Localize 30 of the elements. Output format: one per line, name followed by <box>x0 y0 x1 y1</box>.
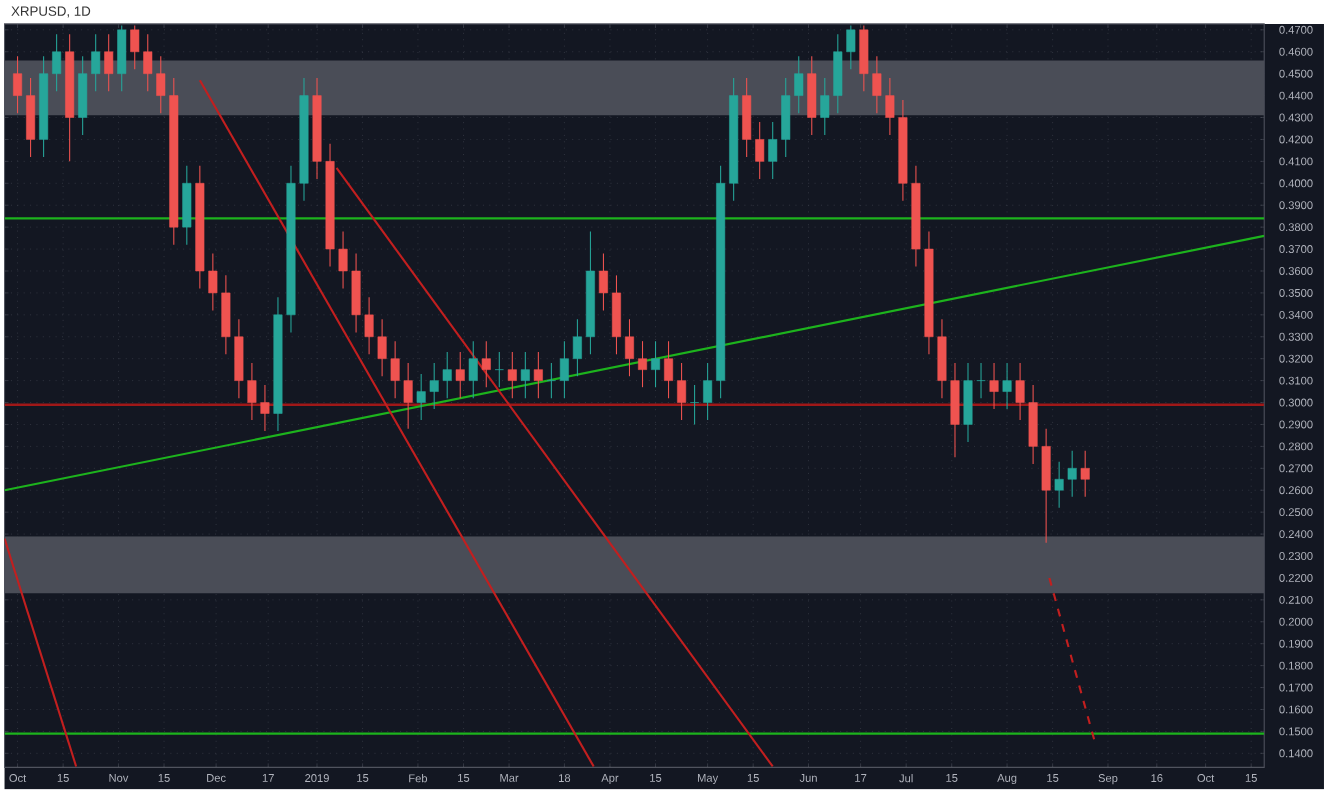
candlestick <box>690 384 700 426</box>
candlestick <box>546 362 556 400</box>
candlestick <box>651 341 661 389</box>
candlestick <box>182 165 192 246</box>
candlestick <box>963 362 973 443</box>
candlestick <box>520 351 530 400</box>
candlestick <box>507 351 517 400</box>
candlestick <box>624 319 634 378</box>
candlestick <box>117 25 127 93</box>
candlestick <box>455 351 465 400</box>
candlestick <box>703 362 713 421</box>
candlestick <box>664 341 674 400</box>
candlestick <box>468 341 478 400</box>
candlestick <box>572 319 582 378</box>
candlestick <box>104 34 114 93</box>
candlestick <box>533 351 543 400</box>
candlestick <box>638 341 648 389</box>
candlestick <box>481 341 491 389</box>
candlestick <box>677 362 687 421</box>
candlestick <box>13 55 23 115</box>
candlestick <box>494 351 504 389</box>
candlestick <box>598 253 608 312</box>
candlestick <box>1080 450 1090 498</box>
candlestick <box>26 77 36 158</box>
candlestick <box>52 34 62 93</box>
candlestick <box>611 275 621 356</box>
candlestick <box>559 341 569 400</box>
candlestick <box>1002 362 1012 411</box>
candlestick <box>989 362 999 411</box>
candlestick <box>807 55 817 136</box>
